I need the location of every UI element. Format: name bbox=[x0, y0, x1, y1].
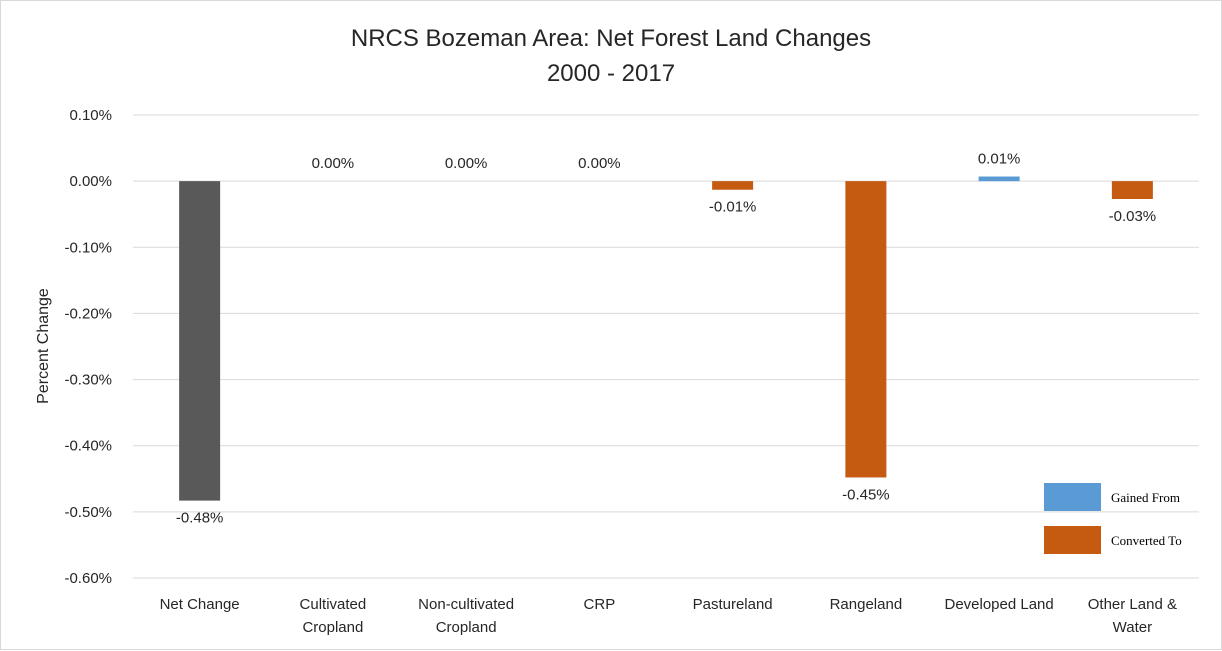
data-label: 0.00% bbox=[578, 155, 621, 172]
bar bbox=[978, 176, 1020, 182]
x-tick-label: CRP bbox=[584, 596, 616, 613]
y-tick-label: 0.10% bbox=[69, 107, 112, 124]
data-label: 0.00% bbox=[312, 155, 355, 172]
bar bbox=[179, 181, 221, 501]
y-tick-label: 0.00% bbox=[69, 173, 112, 190]
data-labels: -0.48% 0.00% 0.00% 0.00% -0.01% -0.45% 0.01% -0… bbox=[176, 151, 1156, 527]
legend-swatch bbox=[1044, 483, 1101, 511]
legend-label: Converted To bbox=[1111, 533, 1182, 548]
legend: Gained From Converted To bbox=[1044, 483, 1182, 554]
legend-label: Gained From bbox=[1111, 490, 1180, 505]
legend-swatch bbox=[1044, 526, 1101, 554]
bars bbox=[179, 176, 1153, 501]
bar bbox=[1111, 181, 1153, 200]
x-tick-label: Developed Land bbox=[944, 596, 1053, 613]
data-label: -0.48% bbox=[176, 510, 224, 527]
x-tick-label: Cultivated bbox=[300, 596, 367, 613]
chart-title-line-2: 2000 - 2017 bbox=[547, 60, 675, 87]
bar bbox=[712, 181, 754, 190]
x-tick-label: Water bbox=[1113, 619, 1152, 636]
x-tick-label: Cropland bbox=[302, 619, 363, 636]
y-tick-label: -0.10% bbox=[64, 239, 112, 256]
x-axis-categories: Net Change Cultivated Cropland Non-cultivat… bbox=[160, 596, 1177, 636]
chart-title-line-1: NRCS Bozeman Area: Net Forest Land Chang… bbox=[351, 25, 871, 52]
x-tick-label: Net Change bbox=[160, 596, 240, 613]
gridlines bbox=[133, 114, 1199, 579]
y-tick-label: -0.20% bbox=[64, 305, 112, 322]
data-label: 0.00% bbox=[445, 155, 488, 172]
y-tick-label: -0.30% bbox=[64, 372, 112, 389]
bar bbox=[845, 181, 887, 478]
y-tick-label: -0.50% bbox=[64, 504, 112, 521]
y-tick-label: -0.40% bbox=[64, 438, 112, 455]
x-tick-label: Other Land & bbox=[1088, 596, 1177, 613]
x-tick-label: Rangeland bbox=[830, 596, 903, 613]
data-label: -0.01% bbox=[709, 199, 757, 216]
data-label: -0.03% bbox=[1109, 208, 1157, 225]
y-axis-ticks: 0.10% 0.00% -0.10% -0.20% -0.30% -0.40% -0.50%… bbox=[64, 107, 112, 587]
y-axis-label: Percent Change bbox=[35, 288, 52, 404]
data-label: 0.01% bbox=[978, 151, 1021, 168]
x-tick-label: Pastureland bbox=[693, 596, 773, 613]
x-tick-label: Cropland bbox=[436, 619, 497, 636]
x-tick-label: Non-cultivated bbox=[418, 596, 514, 613]
y-tick-label: -0.60% bbox=[64, 570, 112, 587]
data-label: -0.45% bbox=[842, 486, 890, 503]
